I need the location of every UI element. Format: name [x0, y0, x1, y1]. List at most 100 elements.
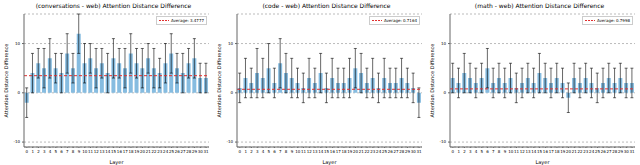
svg-text:Attention Distance Difference: Attention Distance Difference — [3, 44, 9, 118]
svg-text:0: 0 — [452, 149, 455, 154]
svg-text:27: 27 — [180, 149, 186, 154]
svg-text:7: 7 — [492, 149, 495, 154]
svg-text:0: 0 — [443, 90, 446, 95]
svg-text:10: 10 — [82, 149, 88, 154]
svg-text:2: 2 — [250, 149, 253, 154]
svg-text:14: 14 — [318, 149, 324, 154]
svg-text:8: 8 — [72, 149, 75, 154]
svg-text:1: 1 — [244, 149, 247, 154]
svg-text:15: 15 — [537, 149, 543, 154]
svg-text:17: 17 — [336, 149, 342, 154]
svg-text:3: 3 — [469, 149, 472, 154]
svg-text:10: 10 — [441, 41, 447, 46]
svg-text:17: 17 — [123, 149, 129, 154]
svg-text:31: 31 — [630, 149, 636, 154]
svg-text:16: 16 — [543, 149, 549, 154]
svg-text:0: 0 — [239, 149, 242, 154]
svg-text:12: 12 — [94, 149, 100, 154]
svg-text:25: 25 — [382, 149, 388, 154]
svg-text:30: 30 — [411, 149, 417, 154]
svg-text:0: 0 — [230, 90, 233, 95]
svg-text:26: 26 — [601, 149, 607, 154]
svg-text:5: 5 — [481, 149, 484, 154]
svg-text:30: 30 — [198, 149, 204, 154]
svg-text:Attention Distance Difference: Attention Distance Difference — [216, 44, 222, 118]
svg-text:Layer: Layer — [323, 159, 338, 165]
svg-text:-10: -10 — [226, 139, 233, 144]
svg-text:16: 16 — [117, 149, 123, 154]
svg-text:4: 4 — [49, 149, 52, 154]
svg-text:13: 13 — [100, 149, 106, 154]
svg-text:7: 7 — [279, 149, 282, 154]
svg-text:24: 24 — [376, 149, 382, 154]
svg-text:17: 17 — [549, 149, 555, 154]
svg-text:2: 2 — [37, 149, 40, 154]
svg-text:14: 14 — [531, 149, 537, 154]
svg-text:24: 24 — [163, 149, 169, 154]
svg-text:8: 8 — [498, 149, 501, 154]
svg-text:24: 24 — [589, 149, 595, 154]
svg-text:3: 3 — [43, 149, 46, 154]
svg-text:2: 2 — [463, 149, 466, 154]
svg-text:22: 22 — [365, 149, 371, 154]
svg-text:6: 6 — [60, 149, 63, 154]
svg-text:22: 22 — [578, 149, 584, 154]
svg-text:28: 28 — [399, 149, 405, 154]
svg-text:26: 26 — [175, 149, 181, 154]
svg-text:20: 20 — [566, 149, 572, 154]
svg-text:22: 22 — [152, 149, 158, 154]
svg-text:31: 31 — [204, 149, 210, 154]
svg-text:20: 20 — [353, 149, 359, 154]
svg-text:12: 12 — [520, 149, 526, 154]
svg-text:25: 25 — [169, 149, 175, 154]
svg-text:9: 9 — [78, 149, 81, 154]
svg-text:11: 11 — [301, 149, 307, 154]
svg-text:3: 3 — [256, 149, 259, 154]
svg-text:1: 1 — [457, 149, 460, 154]
svg-text:23: 23 — [583, 149, 589, 154]
svg-text:4: 4 — [475, 149, 478, 154]
svg-text:20: 20 — [140, 149, 146, 154]
svg-text:21: 21 — [146, 149, 152, 154]
svg-text:9: 9 — [291, 149, 294, 154]
svg-text:27: 27 — [393, 149, 399, 154]
svg-text:23: 23 — [370, 149, 376, 154]
svg-text:8: 8 — [285, 149, 288, 154]
svg-text:19: 19 — [134, 149, 140, 154]
svg-text:18: 18 — [341, 149, 347, 154]
svg-text:Layer: Layer — [110, 159, 125, 165]
svg-text:29: 29 — [405, 149, 411, 154]
svg-text:29: 29 — [618, 149, 624, 154]
svg-text:28: 28 — [186, 149, 192, 154]
svg-text:5: 5 — [268, 149, 271, 154]
svg-text:7: 7 — [66, 149, 69, 154]
svg-text:0: 0 — [17, 90, 20, 95]
svg-text:14: 14 — [105, 149, 111, 154]
svg-text:23: 23 — [157, 149, 163, 154]
svg-text:6: 6 — [486, 149, 489, 154]
svg-text:Attention Distance Difference: Attention Distance Difference — [429, 44, 435, 118]
svg-text:21: 21 — [572, 149, 578, 154]
svg-text:21: 21 — [359, 149, 365, 154]
svg-text:-10: -10 — [439, 139, 446, 144]
svg-text:11: 11 — [514, 149, 520, 154]
svg-text:29: 29 — [192, 149, 198, 154]
svg-text:15: 15 — [324, 149, 330, 154]
svg-text:6: 6 — [273, 149, 276, 154]
svg-text:10: 10 — [15, 41, 21, 46]
svg-text:10: 10 — [508, 149, 514, 154]
svg-text:18: 18 — [554, 149, 560, 154]
svg-text:4: 4 — [262, 149, 265, 154]
svg-text:12: 12 — [307, 149, 313, 154]
svg-text:19: 19 — [347, 149, 353, 154]
svg-text:-10: -10 — [13, 139, 20, 144]
svg-text:9: 9 — [504, 149, 507, 154]
svg-text:0: 0 — [26, 149, 29, 154]
svg-text:10: 10 — [295, 149, 301, 154]
svg-text:19: 19 — [560, 149, 566, 154]
svg-text:28: 28 — [612, 149, 618, 154]
svg-text:10: 10 — [228, 41, 234, 46]
svg-text:1: 1 — [31, 149, 34, 154]
svg-text:18: 18 — [128, 149, 134, 154]
svg-text:31: 31 — [417, 149, 423, 154]
